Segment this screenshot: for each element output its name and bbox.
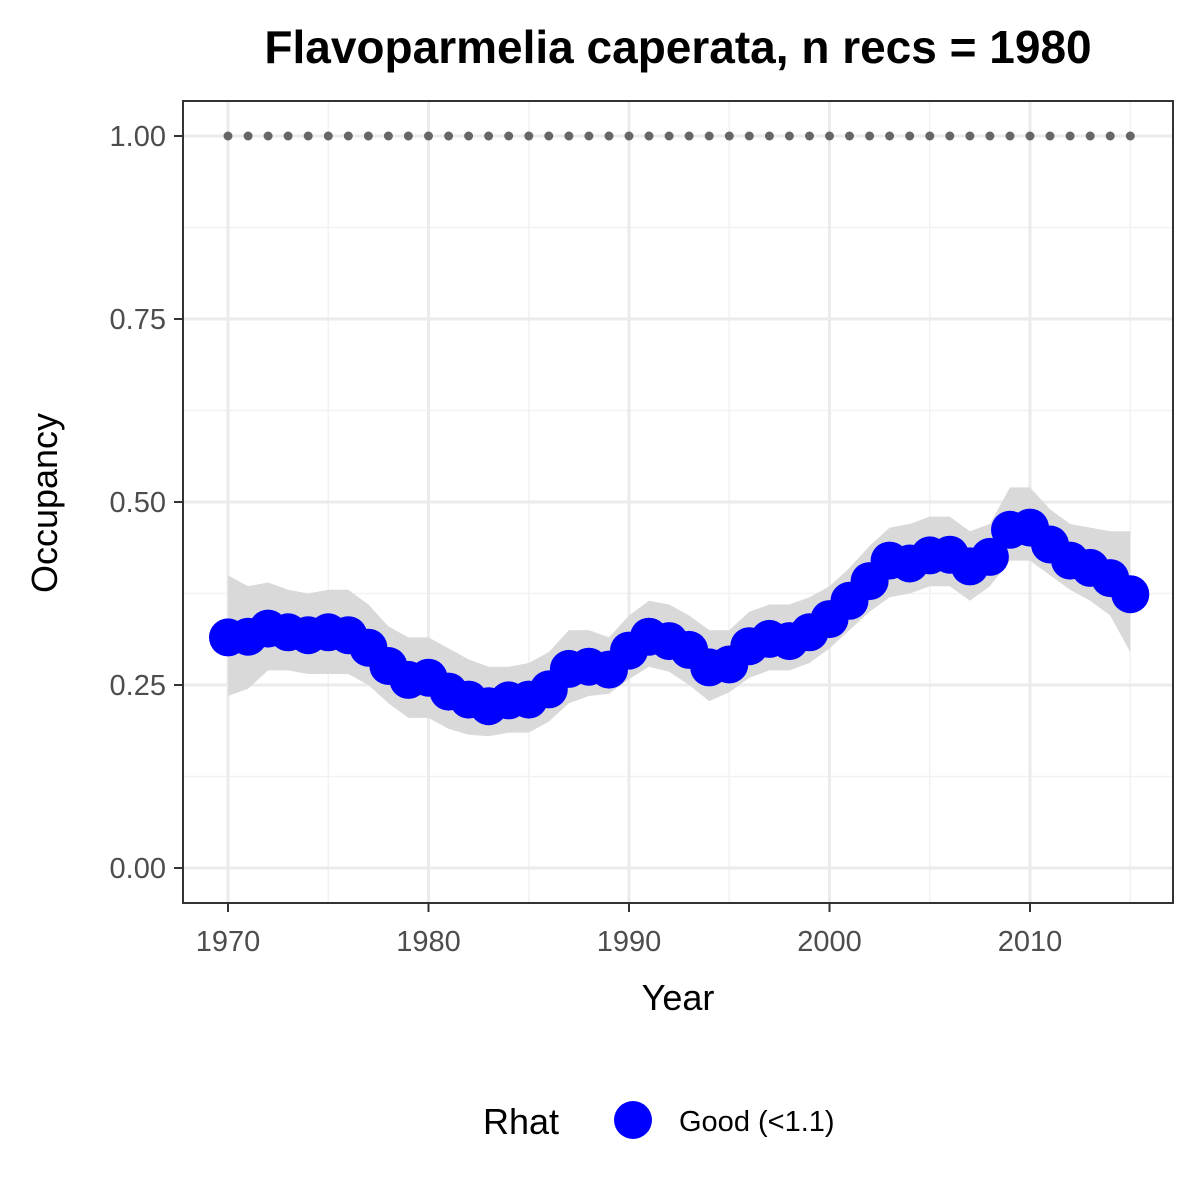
x-tick-label: 2000	[797, 926, 862, 958]
reference-dot	[985, 131, 995, 141]
reference-dot	[905, 131, 915, 141]
legend-title: Rhat	[483, 1101, 559, 1142]
y-tick-label: 0.25	[110, 670, 166, 702]
reference-dot	[825, 131, 834, 141]
legend-key-good	[614, 1101, 652, 1139]
reference-dot	[1025, 131, 1035, 141]
reference-dot	[343, 131, 353, 141]
points-layer	[209, 508, 1150, 726]
reference-dot	[504, 131, 514, 141]
reference-dot	[805, 131, 814, 141]
axes-layer: 0.00 0.25 0.50 0.75 1.00 1970 1980 1990 2000 2010	[110, 121, 1063, 958]
reference-dots-layer	[223, 131, 1135, 141]
reference-dot	[704, 131, 714, 141]
y-tick-label: 0.50	[110, 487, 166, 519]
y-axis-title: Occupancy	[24, 413, 65, 593]
reference-dot	[764, 131, 774, 141]
reference-dot	[865, 131, 875, 141]
y-tick-label: 0.75	[110, 304, 166, 336]
reference-dot	[524, 131, 534, 141]
reference-dot	[403, 131, 413, 141]
x-tick-label: 1990	[597, 926, 662, 958]
reference-dot	[1085, 131, 1095, 141]
reference-dot	[303, 131, 313, 141]
reference-dot	[925, 131, 935, 141]
reference-dot	[1105, 131, 1115, 141]
x-tick-label: 2010	[998, 926, 1063, 958]
reference-dot	[604, 131, 614, 141]
reference-dot	[724, 131, 734, 141]
reference-dot	[1065, 131, 1075, 141]
reference-dot	[223, 131, 233, 141]
reference-dot	[624, 131, 634, 141]
legend-label-good: Good (<1.1)	[679, 1106, 835, 1138]
occupancy-point	[1111, 575, 1150, 614]
reference-dot	[664, 131, 674, 141]
reference-dot	[965, 131, 975, 141]
reference-dot	[1045, 131, 1055, 141]
reference-dot	[1005, 131, 1015, 141]
x-axis-title: Year	[642, 977, 715, 1018]
reference-dot	[383, 131, 393, 141]
legend: Rhat Good (<1.1)	[483, 1101, 835, 1142]
reference-dot	[484, 131, 494, 141]
reference-dot	[1125, 131, 1135, 141]
reference-dot	[444, 131, 454, 141]
occupancy-point	[970, 537, 1009, 576]
x-tick-label: 1980	[396, 926, 461, 958]
reference-dot	[564, 131, 574, 141]
reference-dot	[464, 131, 474, 141]
reference-dot	[784, 131, 794, 141]
reference-dot	[684, 131, 694, 141]
chart-title: Flavoparmelia caperata, n recs = 1980	[264, 21, 1091, 73]
reference-dot	[263, 131, 273, 141]
reference-dot	[845, 131, 854, 141]
reference-dot	[644, 131, 654, 141]
reference-dot	[945, 131, 955, 141]
reference-dot	[885, 131, 895, 141]
reference-dot	[283, 131, 293, 141]
y-tick-label: 0.00	[110, 853, 166, 885]
reference-dot	[243, 131, 253, 141]
reference-dot	[363, 131, 373, 141]
reference-dot	[744, 131, 754, 141]
y-tick-label: 1.00	[110, 121, 166, 153]
reference-dot	[323, 131, 333, 141]
reference-dot	[424, 131, 433, 141]
x-tick-label: 1970	[196, 926, 261, 958]
reference-dot	[584, 131, 594, 141]
reference-dot	[544, 131, 554, 141]
